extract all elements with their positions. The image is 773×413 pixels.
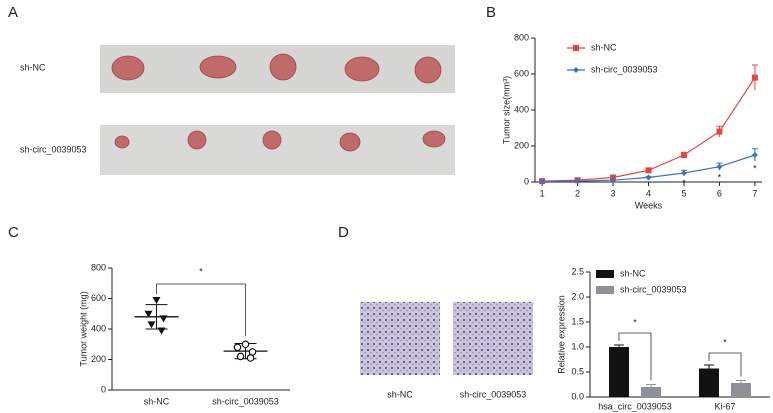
y-axis-label: Tumor weight (mg) [78,291,88,366]
data-point [680,152,687,158]
y-tick-label: 600 [91,293,106,303]
x-axis-label: Weeks [635,200,663,210]
y-tick-label: 2.5 [571,266,584,276]
y-tick-label: 400 [91,323,106,333]
y-tick-label: 0 [101,384,106,394]
photo-label: sh-NC [20,62,46,72]
legend-swatch [596,286,614,294]
data-point [233,343,242,352]
legend-marker [573,67,579,73]
bar [731,383,751,397]
y-tick-label: 2.0 [571,291,584,301]
data-point [716,163,723,170]
bar [699,368,719,397]
y-tick-label: 0.5 [571,366,584,376]
x-tick-label: sh-circ_0039053 [212,396,279,406]
x-tick-label: 1 [540,188,545,198]
x-tick-label: 5 [681,188,686,198]
data-point [236,352,245,361]
histology-label: sh-circ_0039053 [460,389,527,399]
data-point [610,177,617,184]
legend-label: sh-circ_0039053 [591,64,658,74]
y-axis-label: Relative expression [556,295,566,374]
significance-bracket [708,352,742,377]
significance: * [633,317,637,327]
significance-bracket [156,283,246,337]
x-tick-label: 2 [575,188,580,198]
y-axis-label: Tumor size(mm³) [501,76,511,144]
significance: * [682,178,686,188]
photo-label: sh-circ_0039053 [20,144,87,154]
x-tick-label: 3 [611,188,616,198]
bar [641,387,661,397]
data-point [716,128,723,135]
data-point [539,178,546,185]
panel-label: A [8,4,18,21]
x-tick-label: 4 [646,188,651,198]
data-point [574,178,581,185]
data-point [751,152,758,158]
y-tick-label: 200 [514,140,529,150]
histology-image [453,302,533,375]
tumors [111,53,446,152]
data-point [680,170,687,176]
data-point [144,310,153,318]
y-tick-label: 800 [91,262,106,272]
legend-label: sh-NC [620,268,646,278]
histology-image [360,302,440,375]
histology-label: sh-NC [387,389,413,399]
data-point [159,315,168,323]
data-point [751,74,758,81]
data-point [241,340,250,349]
legend-marker [573,45,579,51]
panel-label: C [8,224,19,241]
x-tick-label: Ki-67 [714,401,735,411]
panel-label: B [486,4,496,21]
x-tick-label: hsa_circ_0039053 [598,401,672,411]
legend-swatch [596,270,614,278]
y-tick-label: 800 [514,32,529,42]
legend-label: sh-NC [591,42,617,52]
significance: * [718,173,722,183]
y-tick-label: 400 [514,104,529,114]
y-tick-label: 0.0 [571,391,584,401]
y-tick-label: 600 [514,68,529,78]
x-tick-label: sh-NC [144,396,170,406]
bar [609,347,629,397]
significance: * [723,337,727,347]
data-point [645,174,652,181]
significance: * [199,266,203,276]
y-tick-label: 1.0 [571,341,584,351]
data-point [246,354,255,362]
y-tick-label: 1.5 [571,316,584,326]
data-point [248,348,257,356]
legend-label: sh-circ_0039053 [620,284,687,294]
data-point [157,327,166,335]
data-point [645,167,652,174]
significance-bracket [618,332,652,381]
y-tick-label: 200 [91,354,106,364]
data-point [152,297,161,305]
x-tick-label: 6 [717,188,722,198]
x-tick-label: 7 [752,188,757,198]
panel-label: D [338,224,349,241]
significance: * [753,164,757,174]
y-tick-label: 0 [524,176,529,186]
data-point [147,321,156,329]
